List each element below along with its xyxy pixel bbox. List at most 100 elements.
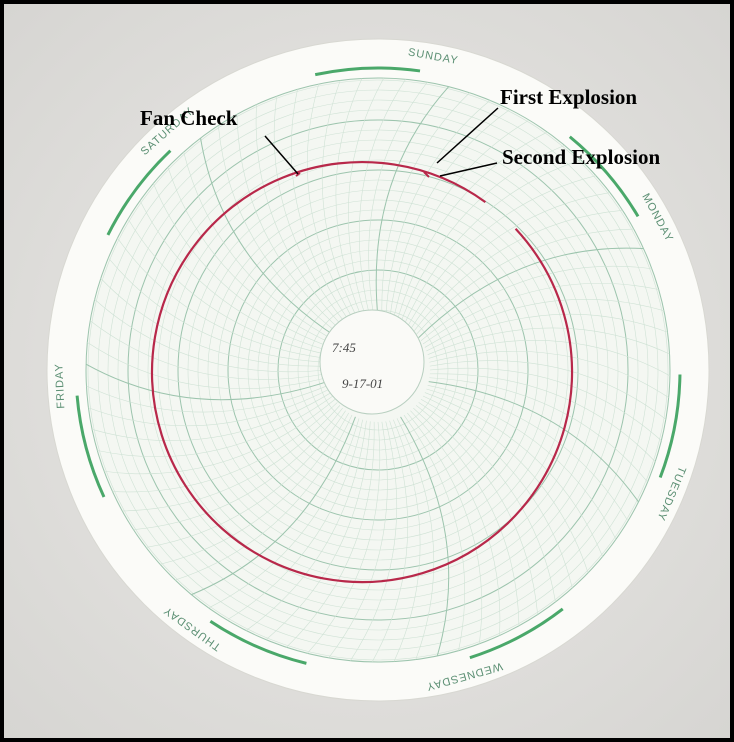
- day-label: FRIDAY: [53, 363, 67, 409]
- grid-radial: [91, 392, 332, 441]
- trace-notch: [295, 171, 430, 178]
- grid-circle: [157, 149, 599, 591]
- day-band: [106, 149, 172, 236]
- grid-radial: [167, 167, 334, 345]
- grid-radial: [426, 388, 617, 540]
- grid-radial: [429, 367, 662, 441]
- grid-radial: [381, 92, 470, 319]
- grid-circle: [287, 279, 469, 461]
- grid-radial: [85, 363, 328, 401]
- leader-line: [436, 107, 499, 164]
- grid-radial: [127, 218, 329, 355]
- grid-radial: [418, 247, 644, 338]
- grid-radial: [86, 385, 329, 413]
- grid-radial: [307, 421, 381, 654]
- grid-radial: [403, 414, 466, 651]
- grid-radial: [191, 416, 356, 596]
- grid-radial: [117, 237, 328, 359]
- annotation: First Explosion: [500, 85, 637, 109]
- grid-circle: [237, 229, 519, 511]
- grid-radial: [427, 385, 629, 522]
- grid-radial: [385, 100, 491, 319]
- annotation: Second Explosion: [502, 145, 660, 169]
- grid-radial: [424, 299, 665, 348]
- day-band: [568, 135, 640, 218]
- grid-radial: [122, 405, 341, 512]
- grid-radial: [418, 402, 556, 602]
- grid-radial: [200, 138, 338, 338]
- grid-circle: [147, 139, 609, 601]
- grid-radial: [255, 104, 346, 330]
- grid-radial: [400, 416, 450, 657]
- grid-radial: [413, 210, 623, 333]
- grid-radial: [410, 192, 610, 330]
- day-band: [469, 607, 564, 660]
- grid-circle: [207, 199, 549, 541]
- grid-radial: [218, 125, 341, 335]
- grid-radial: [375, 86, 450, 319]
- grid-radial: [97, 395, 334, 458]
- grid-radial: [245, 420, 367, 631]
- hub-note: 9-17-01: [342, 376, 383, 391]
- grid-radial: [415, 405, 538, 615]
- pen-trace: [150, 160, 574, 584]
- grid-radial: [208, 418, 360, 609]
- grid-radial: [159, 412, 349, 565]
- day-band: [314, 66, 421, 77]
- grid-circle: [277, 269, 479, 471]
- grid-radial: [146, 410, 346, 548]
- hub: [319, 309, 425, 415]
- grid-radial: [428, 381, 639, 503]
- grid-radial: [413, 407, 520, 626]
- grid-radial: [90, 320, 327, 380]
- day-band: [75, 395, 106, 498]
- grid-circle: [87, 79, 669, 661]
- grid-radial: [427, 327, 670, 355]
- grid-radial: [321, 80, 360, 322]
- grid-radial: [429, 373, 656, 462]
- leader-line: [264, 135, 299, 175]
- grid-radial: [410, 410, 501, 636]
- grid-radial: [359, 79, 406, 319]
- grid-radial: [396, 418, 435, 660]
- grid-radial: [236, 114, 343, 333]
- grid-radial: [88, 388, 330, 427]
- grid-radial: [139, 200, 330, 352]
- grid-radial: [265, 421, 371, 640]
- grid-radial: [94, 299, 327, 373]
- grid-radial: [429, 360, 666, 420]
- grid-radial: [335, 78, 363, 321]
- grid-radial: [226, 419, 363, 621]
- grid-radial: [104, 399, 336, 475]
- leader-line: [439, 162, 498, 177]
- grid-circle: [187, 179, 569, 561]
- grid-radial: [286, 421, 375, 648]
- grid-circle: [137, 129, 619, 611]
- grid-radial: [396, 131, 548, 322]
- grid-radial: [100, 278, 327, 367]
- grid-radial: [393, 119, 530, 321]
- grid-radial: [273, 96, 349, 328]
- grid-radial: [393, 419, 421, 662]
- grid-circle: [107, 99, 649, 641]
- grid-circle: [127, 119, 629, 621]
- grid-circle: [117, 109, 639, 631]
- grid-circle: [217, 209, 539, 531]
- grid-radial: [424, 392, 603, 557]
- grid-radial: [407, 412, 483, 644]
- hub-note: 7:45: [332, 340, 356, 355]
- day-band: [209, 619, 307, 665]
- grid-radial: [112, 402, 338, 493]
- grid-radial: [426, 313, 668, 352]
- grid-circle: [227, 219, 529, 521]
- grid-radial: [422, 395, 589, 573]
- grid-circle: [167, 159, 589, 581]
- grid-circle: [177, 169, 579, 571]
- grid-radial: [175, 414, 353, 581]
- grid-radial: [403, 159, 581, 326]
- day-band: [658, 374, 682, 479]
- grid-radial: [87, 342, 327, 389]
- grid-circle: [297, 289, 459, 451]
